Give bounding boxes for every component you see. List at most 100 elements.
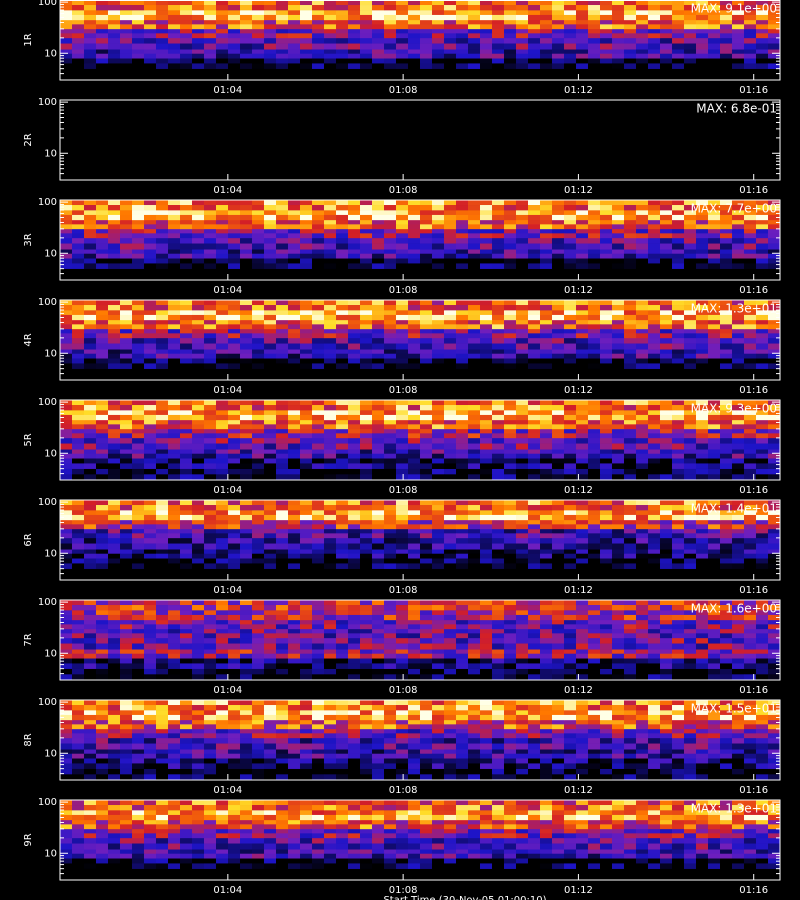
heatmap-cell <box>336 258 349 264</box>
heatmap-cell <box>228 149 241 155</box>
x-tick-label: 01:12 <box>564 185 593 196</box>
heatmap-cell <box>696 300 709 306</box>
heatmap-cell <box>492 43 505 50</box>
heatmap-cell <box>420 314 433 321</box>
heatmap-cell <box>600 253 613 259</box>
heatmap-cell <box>156 419 169 425</box>
heatmap-cell <box>588 49 601 55</box>
heatmap-cell <box>480 124 493 130</box>
heatmap-cell <box>648 228 661 234</box>
heatmap-cell <box>96 468 109 475</box>
heatmap-cell <box>240 128 253 134</box>
heatmap-cell <box>696 110 709 116</box>
heatmap-cell <box>432 210 445 216</box>
heatmap-cell <box>96 433 109 439</box>
heatmap-cell <box>528 328 541 334</box>
heatmap-cell <box>612 168 625 175</box>
heatmap-cell <box>444 68 457 75</box>
heatmap-cell <box>144 405 157 411</box>
heatmap-cell <box>504 237 517 244</box>
heatmap-cell <box>108 424 121 430</box>
heatmap-cell <box>180 149 193 155</box>
heatmap-cell <box>240 274 253 281</box>
heatmap-cell <box>648 5 661 11</box>
heatmap-cell <box>648 400 661 406</box>
heatmap-cell <box>528 449 541 455</box>
heatmap-cell <box>708 210 721 216</box>
heatmap-cell <box>372 400 385 406</box>
heatmap-cell <box>204 349 217 355</box>
heatmap-cell <box>180 468 193 475</box>
heatmap-cell <box>408 268 421 275</box>
heatmap-cell <box>276 237 289 244</box>
heatmap-cell <box>660 205 673 211</box>
heatmap-cell <box>228 49 241 55</box>
heatmap-cell <box>540 333 553 339</box>
heatmap-cell <box>720 0 733 6</box>
heatmap-cell <box>768 463 781 469</box>
heatmap-cell <box>84 137 97 144</box>
heatmap-cell <box>240 410 253 416</box>
heatmap-cell <box>300 414 313 421</box>
heatmap-cell <box>348 143 361 150</box>
y-tick-label: 100 <box>38 0 57 8</box>
heatmap-cell <box>468 119 481 125</box>
heatmap-cell <box>168 228 181 234</box>
heatmap-cell <box>624 19 637 25</box>
heatmap-cell <box>420 410 433 416</box>
heatmap-cell <box>540 137 553 144</box>
heatmap-cell <box>252 100 265 106</box>
heatmap-cell <box>72 237 85 244</box>
heatmap-cell <box>60 253 73 259</box>
heatmap-cell <box>300 200 313 206</box>
heatmap-cell <box>384 133 397 139</box>
heatmap-cell <box>732 100 745 106</box>
heatmap-cell <box>84 10 97 16</box>
heatmap-cell <box>648 14 661 21</box>
heatmap-cell <box>72 249 85 255</box>
heatmap-cell <box>636 400 649 406</box>
heatmap-cell <box>636 243 649 250</box>
heatmap-cell <box>288 200 301 206</box>
heatmap-cell <box>300 33 313 39</box>
heatmap-cell <box>696 243 709 250</box>
heatmap-cell <box>576 305 589 311</box>
heatmap-cell <box>300 68 313 75</box>
heatmap-cell <box>588 205 601 211</box>
heatmap-cell <box>396 310 409 316</box>
heatmap-cell <box>600 474 613 481</box>
heatmap-cell <box>432 74 445 81</box>
heatmap-cell <box>756 205 769 211</box>
heatmap-cell <box>576 474 589 481</box>
heatmap-cell <box>600 200 613 206</box>
heatmap-cell <box>360 33 373 39</box>
heatmap-cell <box>276 43 289 50</box>
heatmap-cell <box>348 428 361 434</box>
heatmap-cell <box>696 258 709 264</box>
heatmap-cell <box>660 405 673 411</box>
heatmap-cell <box>384 100 397 106</box>
heatmap-cell <box>456 58 469 64</box>
heatmap-cell <box>180 319 193 325</box>
heatmap-cell <box>696 400 709 406</box>
heatmap-cell <box>552 374 565 381</box>
heatmap-cell <box>576 133 589 139</box>
heatmap-cell <box>396 68 409 75</box>
heatmap-cell <box>168 305 181 311</box>
heatmap-cell <box>396 119 409 125</box>
heatmap-cell <box>660 174 673 181</box>
heatmap-cell <box>552 10 565 16</box>
heatmap-cell <box>648 458 661 464</box>
heatmap-cell <box>564 443 577 450</box>
heatmap-cell <box>624 274 637 281</box>
heatmap-cell <box>720 249 733 255</box>
heatmap-cell <box>636 214 649 221</box>
heatmap-cell <box>240 153 253 159</box>
heatmap-cell <box>324 374 337 381</box>
heatmap-cell <box>540 424 553 430</box>
heatmap-cell <box>756 143 769 150</box>
heatmap-cell <box>384 163 397 169</box>
heatmap-cell <box>456 158 469 164</box>
heatmap-cell <box>720 368 733 375</box>
heatmap-cell <box>144 349 157 355</box>
